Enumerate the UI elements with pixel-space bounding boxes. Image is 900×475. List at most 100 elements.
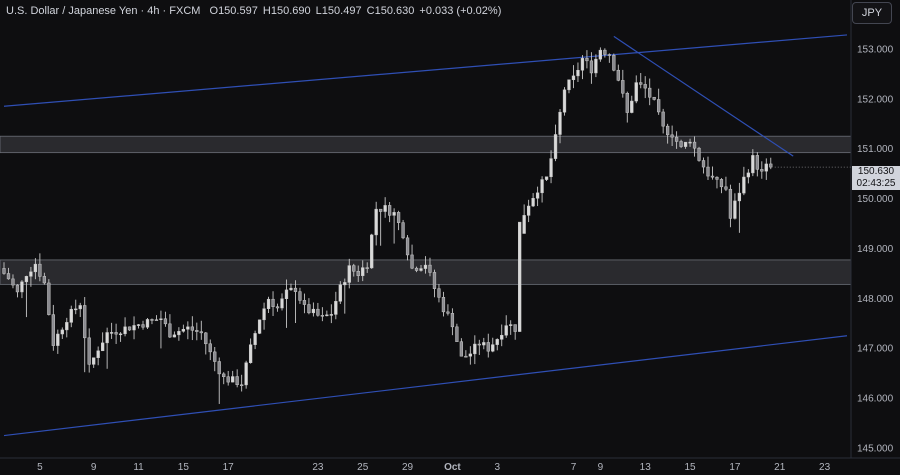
price-tick-label: 147.000	[857, 344, 894, 355]
candle	[665, 123, 670, 144]
candle	[163, 311, 168, 327]
candle	[186, 321, 190, 340]
candle	[486, 333, 490, 358]
candle	[271, 291, 275, 317]
trendline-1	[3, 34, 848, 107]
candle	[643, 76, 647, 99]
candle	[500, 324, 504, 347]
candle	[450, 308, 455, 336]
candle	[240, 374, 244, 392]
currency-button[interactable]: JPY	[852, 2, 892, 24]
candle	[477, 339, 481, 355]
candle	[414, 266, 419, 273]
candle	[92, 357, 96, 368]
time-tick-label: 11	[133, 462, 144, 473]
change-value: +0.033 (+0.02%)	[419, 5, 502, 17]
candle	[464, 350, 468, 358]
candle	[69, 305, 73, 328]
candle	[518, 221, 522, 332]
candle	[136, 324, 141, 329]
candle	[33, 258, 38, 280]
candle	[374, 201, 378, 246]
candle	[347, 258, 351, 289]
open-label: O	[209, 5, 219, 17]
candle	[370, 233, 374, 269]
time-tick-label: 21	[774, 462, 786, 473]
candle	[65, 317, 69, 338]
candle	[419, 264, 423, 272]
candle	[15, 284, 20, 298]
candle	[83, 297, 87, 373]
candle	[751, 149, 755, 177]
time-tick-label: 15	[684, 462, 696, 473]
candle	[338, 281, 342, 305]
price-axis[interactable]: 153.000 152.000 151.000 150.000 149.000 148.0…	[857, 44, 894, 454]
candle	[553, 124, 558, 162]
candle	[96, 346, 100, 366]
candle	[513, 324, 517, 340]
candle	[576, 62, 580, 83]
candle	[742, 166, 746, 196]
candle	[652, 96, 656, 101]
candle	[383, 197, 387, 218]
candle	[316, 302, 320, 317]
candle	[540, 176, 544, 203]
candle	[56, 329, 60, 354]
candle	[38, 253, 42, 282]
low-value: 150.497	[321, 5, 362, 17]
candle	[710, 166, 715, 180]
candle	[737, 182, 742, 233]
candle	[334, 291, 338, 320]
candle	[522, 204, 526, 234]
bar-countdown: 02:43:25	[856, 178, 896, 189]
candle	[293, 280, 298, 324]
candle	[621, 69, 625, 98]
candle	[320, 307, 325, 322]
time-tick-label: 23	[819, 462, 831, 473]
candle	[329, 304, 333, 324]
candle	[226, 370, 230, 386]
time-tick-label: 5	[37, 462, 43, 473]
candle	[679, 139, 683, 149]
candle	[661, 108, 665, 134]
price-tick-label: 148.000	[857, 294, 894, 305]
close-label: C	[366, 5, 375, 17]
candle	[235, 369, 239, 388]
candle	[769, 157, 773, 170]
candle	[352, 263, 356, 277]
candle	[482, 337, 486, 350]
candle	[688, 138, 692, 147]
candle	[674, 131, 679, 149]
candle	[616, 64, 620, 82]
candle	[87, 328, 91, 373]
candle	[562, 87, 567, 116]
candle	[535, 186, 540, 207]
candle	[141, 320, 145, 330]
candle	[567, 79, 571, 94]
candle	[213, 346, 217, 372]
candle	[204, 332, 208, 355]
candle	[625, 91, 629, 123]
candle	[683, 141, 688, 149]
candle	[455, 323, 459, 342]
candle	[307, 298, 311, 315]
candle	[74, 299, 78, 315]
candle	[648, 78, 652, 106]
candle	[504, 315, 508, 338]
candle	[410, 244, 414, 270]
time-tick-label: 23	[312, 462, 324, 473]
candle	[544, 176, 549, 181]
close-value: 150.630	[374, 5, 415, 17]
time-axis[interactable]: 5 9 11 15 17 23 25 29 Oct 3 7 9 13 15 17 21 23	[37, 462, 830, 473]
candle	[11, 274, 15, 289]
candle	[6, 267, 11, 280]
candle	[222, 372, 226, 385]
time-tick-label: 9	[598, 462, 604, 473]
candle	[446, 304, 450, 316]
candle	[715, 176, 719, 189]
last-price-tag: 150.630 02:43:25	[852, 166, 900, 190]
candle	[594, 54, 598, 78]
candle	[630, 95, 634, 114]
time-tick-label: 17	[223, 462, 235, 473]
